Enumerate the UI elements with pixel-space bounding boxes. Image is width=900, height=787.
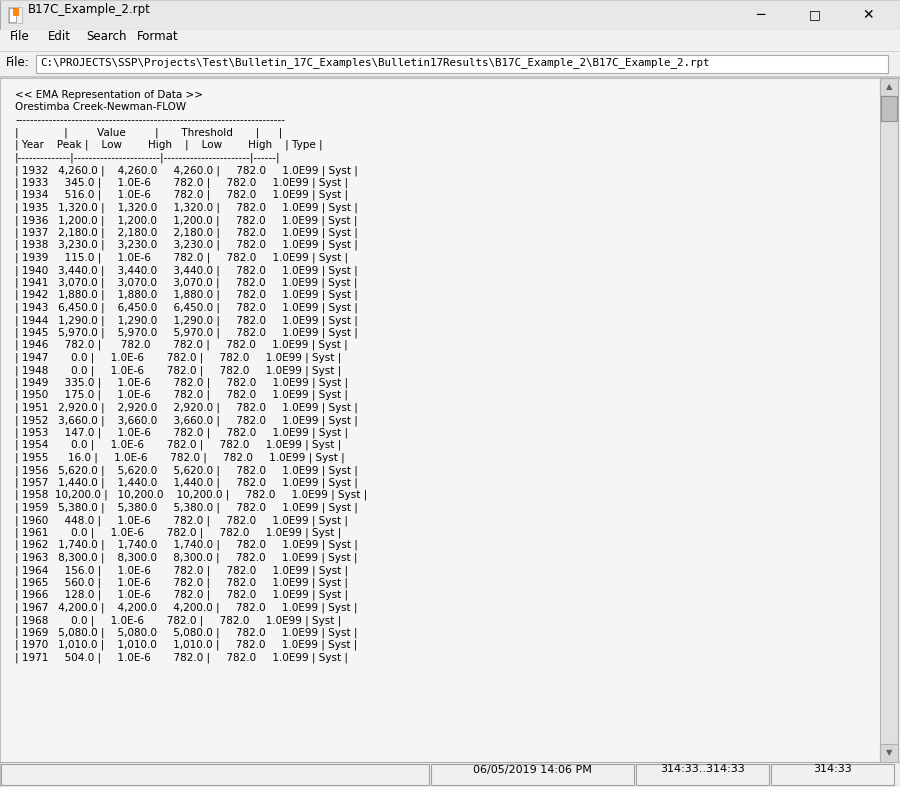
Text: | 1932   4,260.0 |    4,260.0     4,260.0 |     782.0     1.0E99 | Syst |: | 1932 4,260.0 | 4,260.0 4,260.0 | 782.0… — [15, 165, 358, 176]
Text: | 1953     147.0 |     1.0E-6       782.0 |     782.0     1.0E99 | Syst |: | 1953 147.0 | 1.0E-6 782.0 | 782.0 1.0E… — [15, 427, 348, 438]
Text: Orestimba Creek-Newman-FLOW: Orestimba Creek-Newman-FLOW — [15, 102, 186, 113]
Text: 314:33..314:33: 314:33..314:33 — [660, 764, 745, 774]
Text: 314:33: 314:33 — [813, 764, 852, 774]
Text: | 1962   1,740.0 |    1,740.0     1,740.0 |     782.0     1.0E99 | Syst |: | 1962 1,740.0 | 1,740.0 1,740.0 | 782.0… — [15, 540, 358, 550]
Text: | 1946     782.0 |      782.0       782.0 |     782.0     1.0E99 | Syst |: | 1946 782.0 | 782.0 782.0 | 782.0 1.0E9… — [15, 340, 347, 350]
Text: | 1938   3,230.0 |    3,230.0     3,230.0 |     782.0     1.0E99 | Syst |: | 1938 3,230.0 | 3,230.0 3,230.0 | 782.0… — [15, 240, 358, 250]
Text: Edit: Edit — [48, 29, 71, 42]
Text: | 1969   5,080.0 |    5,080.0     5,080.0 |     782.0     1.0E99 | Syst |: | 1969 5,080.0 | 5,080.0 5,080.0 | 782.0… — [15, 627, 357, 638]
Bar — [0, 76, 900, 78]
Text: | 1941   3,070.0 |    3,070.0     3,070.0 |     782.0     1.0E99 | Syst |: | 1941 3,070.0 | 3,070.0 3,070.0 | 782.0… — [15, 278, 357, 288]
Text: |--------------|-----------------------|-----------------------|------|: |--------------|-----------------------|… — [15, 153, 281, 163]
Text: | 1957   1,440.0 |    1,440.0     1,440.0 |     782.0     1.0E99 | Syst |: | 1957 1,440.0 | 1,440.0 1,440.0 | 782.0… — [15, 478, 358, 488]
Bar — [0, 52, 900, 76]
Text: | 1939     115.0 |     1.0E-6       782.0 |     782.0     1.0E99 | Syst |: | 1939 115.0 | 1.0E-6 782.0 | 782.0 1.0E… — [15, 253, 348, 263]
Text: | Year    Peak |    Low        High    |    Low        High    | Type |: | Year Peak | Low High | Low High | Type… — [15, 140, 322, 150]
Text: | 1966     128.0 |     1.0E-6       782.0 |     782.0     1.0E99 | Syst |: | 1966 128.0 | 1.0E-6 782.0 | 782.0 1.0E… — [15, 590, 348, 600]
Text: ─: ─ — [756, 8, 764, 22]
Text: | 1934     516.0 |     1.0E-6       782.0 |     782.0     1.0E99 | Syst |: | 1934 516.0 | 1.0E-6 782.0 | 782.0 1.0E… — [15, 190, 348, 201]
Text: ▼: ▼ — [886, 748, 892, 758]
Text: | 1959   5,380.0 |    5,380.0     5,380.0 |     782.0     1.0E99 | Syst |: | 1959 5,380.0 | 5,380.0 5,380.0 | 782.0… — [15, 503, 358, 513]
Text: ✕: ✕ — [862, 8, 874, 22]
Bar — [13, 8, 18, 15]
Text: | 1948       0.0 |     1.0E-6       782.0 |     782.0     1.0E99 | Syst |: | 1948 0.0 | 1.0E-6 782.0 | 782.0 1.0E99… — [15, 365, 341, 375]
Text: | 1963   8,300.0 |    8,300.0     8,300.0 |     782.0     1.0E99 | Syst |: | 1963 8,300.0 | 8,300.0 8,300.0 | 782.0… — [15, 552, 357, 563]
Text: | 1952   3,660.0 |    3,660.0     3,660.0 |     782.0     1.0E99 | Syst |: | 1952 3,660.0 | 3,660.0 3,660.0 | 782.0… — [15, 415, 358, 426]
Text: | 1971     504.0 |     1.0E-6       782.0 |     782.0     1.0E99 | Syst |: | 1971 504.0 | 1.0E-6 782.0 | 782.0 1.0E… — [15, 652, 348, 663]
Text: |              |         Value         |       Threshold       |      |: | | Value | Threshold | | — [15, 127, 283, 138]
Text: | 1943   6,450.0 |    6,450.0     6,450.0 |     782.0     1.0E99 | Syst |: | 1943 6,450.0 | 6,450.0 6,450.0 | 782.0… — [15, 302, 358, 313]
Text: | 1945   5,970.0 |    5,970.0     5,970.0 |     782.0     1.0E99 | Syst |: | 1945 5,970.0 | 5,970.0 5,970.0 | 782.0… — [15, 327, 358, 338]
Text: | 1965     560.0 |     1.0E-6       782.0 |     782.0     1.0E99 | Syst |: | 1965 560.0 | 1.0E-6 782.0 | 782.0 1.0E… — [15, 578, 348, 588]
Text: 06/05/2019 14:06 PM: 06/05/2019 14:06 PM — [473, 764, 592, 774]
Text: | 1944   1,290.0 |    1,290.0     1,290.0 |     782.0     1.0E99 | Syst |: | 1944 1,290.0 | 1,290.0 1,290.0 | 782.0… — [15, 315, 358, 326]
Text: ------------------------------------------------------------------------: ----------------------------------------… — [15, 115, 285, 125]
Text: | 1940   3,440.0 |    3,440.0     3,440.0 |     782.0     1.0E99 | Syst |: | 1940 3,440.0 | 3,440.0 3,440.0 | 782.0… — [15, 265, 358, 275]
Text: << EMA Representation of Data >>: << EMA Representation of Data >> — [15, 90, 203, 100]
Text: | 1956   5,620.0 |    5,620.0     5,620.0 |     782.0     1.0E99 | Syst |: | 1956 5,620.0 | 5,620.0 5,620.0 | 782.0… — [15, 465, 358, 475]
Bar — [636, 764, 769, 785]
Text: Format: Format — [137, 29, 178, 42]
Text: ▲: ▲ — [886, 83, 892, 91]
Text: | 1951   2,920.0 |    2,920.0     2,920.0 |     782.0     1.0E99 | Syst |: | 1951 2,920.0 | 2,920.0 2,920.0 | 782.0… — [15, 402, 358, 413]
Bar — [0, 78, 900, 762]
Text: | 1950     175.0 |     1.0E-6       782.0 |     782.0     1.0E99 | Syst |: | 1950 175.0 | 1.0E-6 782.0 | 782.0 1.0E… — [15, 390, 348, 401]
Bar — [8, 7, 22, 23]
Bar — [880, 744, 898, 762]
Text: | 1961       0.0 |     1.0E-6       782.0 |     782.0     1.0E99 | Syst |: | 1961 0.0 | 1.0E-6 782.0 | 782.0 1.0E99… — [15, 527, 341, 538]
Bar — [0, 0, 900, 1]
Bar — [431, 764, 634, 785]
Bar — [881, 96, 897, 121]
Text: B17C_Example_2.rpt: B17C_Example_2.rpt — [28, 3, 151, 17]
Text: | 1933     345.0 |     1.0E-6       782.0 |     782.0     1.0E99 | Syst |: | 1933 345.0 | 1.0E-6 782.0 | 782.0 1.0E… — [15, 178, 348, 188]
Bar — [0, 762, 900, 787]
Text: | 1935   1,320.0 |    1,320.0     1,320.0 |     782.0     1.0E99 | Syst |: | 1935 1,320.0 | 1,320.0 1,320.0 | 782.0… — [15, 202, 358, 213]
Bar — [9, 8, 16, 22]
Text: | 1970   1,010.0 |    1,010.0     1,010.0 |     782.0     1.0E99 | Syst |: | 1970 1,010.0 | 1,010.0 1,010.0 | 782.0… — [15, 640, 357, 651]
Bar — [0, 51, 900, 52]
Text: | 1960     448.0 |     1.0E-6       782.0 |     782.0     1.0E99 | Syst |: | 1960 448.0 | 1.0E-6 782.0 | 782.0 1.0E… — [15, 515, 348, 526]
Text: C:\PROJECTS\SSP\Projects\Test\Bulletin_17C_Examples\Bulletin17Results\B17C_Examp: C:\PROJECTS\SSP\Projects\Test\Bulletin_1… — [40, 57, 709, 68]
Text: | 1936   1,200.0 |    1,200.0     1,200.0 |     782.0     1.0E99 | Syst |: | 1936 1,200.0 | 1,200.0 1,200.0 | 782.0… — [15, 215, 357, 226]
Text: | 1949     335.0 |     1.0E-6       782.0 |     782.0     1.0E99 | Syst |: | 1949 335.0 | 1.0E-6 782.0 | 782.0 1.0E… — [15, 378, 348, 388]
Bar — [880, 78, 898, 96]
Bar — [0, 762, 900, 763]
Bar — [0, 30, 900, 52]
Text: | 1964     156.0 |     1.0E-6       782.0 |     782.0     1.0E99 | Syst |: | 1964 156.0 | 1.0E-6 782.0 | 782.0 1.0E… — [15, 565, 348, 575]
Text: | 1955      16.0 |     1.0E-6       782.0 |     782.0     1.0E99 | Syst |: | 1955 16.0 | 1.0E-6 782.0 | 782.0 1.0E9… — [15, 453, 345, 463]
Text: Search: Search — [86, 29, 127, 42]
Text: | 1954       0.0 |     1.0E-6       782.0 |     782.0     1.0E99 | Syst |: | 1954 0.0 | 1.0E-6 782.0 | 782.0 1.0E99… — [15, 440, 341, 450]
Bar — [771, 764, 894, 785]
Bar — [1, 764, 429, 785]
Text: | 1942   1,880.0 |    1,880.0     1,880.0 |     782.0     1.0E99 | Syst |: | 1942 1,880.0 | 1,880.0 1,880.0 | 782.0… — [15, 290, 358, 301]
Text: | 1947       0.0 |     1.0E-6       782.0 |     782.0     1.0E99 | Syst |: | 1947 0.0 | 1.0E-6 782.0 | 782.0 1.0E99… — [15, 353, 341, 363]
Text: File:: File: — [6, 56, 30, 69]
Text: □: □ — [809, 9, 821, 21]
Bar — [0, 0, 900, 30]
Text: File: File — [10, 29, 30, 42]
Text: | 1968       0.0 |     1.0E-6       782.0 |     782.0     1.0E99 | Syst |: | 1968 0.0 | 1.0E-6 782.0 | 782.0 1.0E99… — [15, 615, 341, 626]
Text: | 1967   4,200.0 |    4,200.0     4,200.0 |     782.0     1.0E99 | Syst |: | 1967 4,200.0 | 4,200.0 4,200.0 | 782.0… — [15, 603, 357, 613]
Text: | 1958  10,200.0 |   10,200.0    10,200.0 |     782.0     1.0E99 | Syst |: | 1958 10,200.0 | 10,200.0 10,200.0 | 78… — [15, 490, 367, 501]
Bar — [36, 55, 888, 73]
Bar — [880, 78, 898, 762]
Text: | 1937   2,180.0 |    2,180.0     2,180.0 |     782.0     1.0E99 | Syst |: | 1937 2,180.0 | 2,180.0 2,180.0 | 782.0… — [15, 227, 358, 238]
